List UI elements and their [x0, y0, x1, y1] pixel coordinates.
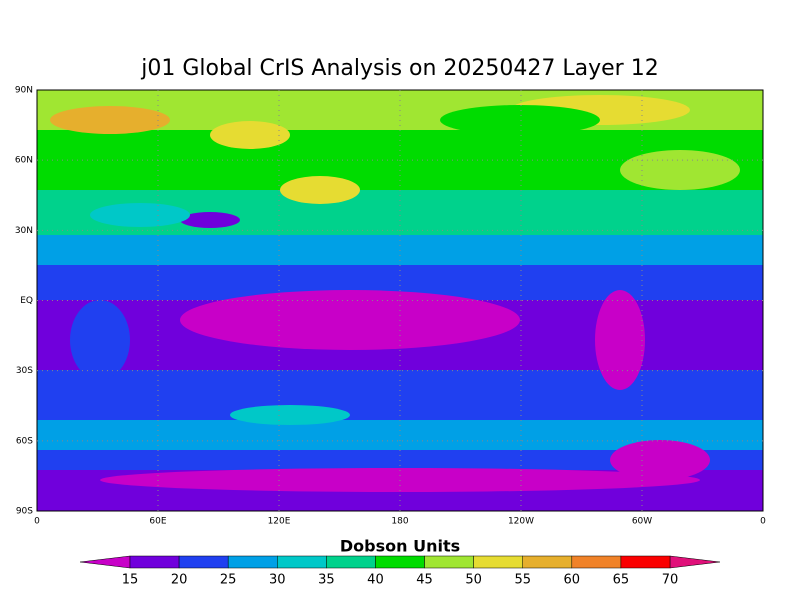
lat-label: 30S [16, 366, 33, 376]
colorbar-low-arrow [79, 555, 131, 569]
colorbar-swatch [326, 555, 376, 569]
colorbar-tick-label: 50 [465, 573, 482, 588]
lat-label: EQ [20, 296, 33, 306]
field-blob [610, 440, 710, 480]
colorbar-swatch [424, 555, 474, 569]
colorbar-swatch [375, 555, 425, 569]
colorbar-swatch [129, 555, 180, 569]
colorbar-high-arrow [669, 555, 721, 569]
lat-label: 90N [15, 86, 33, 96]
colorbar-swatch [571, 555, 622, 569]
lon-label: 0 [34, 517, 40, 527]
colorbar-tick-label: 45 [416, 573, 433, 588]
lon-label: 120E [268, 517, 291, 527]
lon-label: 120W [508, 517, 534, 527]
colorbar-tick-label: 25 [220, 573, 237, 588]
lat-label: 90S [16, 507, 33, 517]
field-blob [440, 105, 600, 135]
lat-label: 60N [15, 156, 33, 166]
lon-label: 60W [632, 517, 652, 527]
colorbar-swatch [277, 555, 327, 569]
field-blob [280, 176, 360, 204]
field-blob [230, 405, 350, 425]
colorbar-swatch [178, 555, 229, 569]
field-blob [595, 290, 645, 390]
colorbar-tick-label: 60 [564, 573, 581, 588]
colorbar-tick-label: 20 [171, 573, 188, 588]
lon-label: 0 [760, 517, 766, 527]
lat-label: 30N [15, 226, 33, 236]
field-blob [180, 290, 520, 350]
field-blob [70, 300, 130, 380]
field-blob [90, 203, 190, 227]
lon-label: 60E [149, 517, 166, 527]
colorbar-tick-label: 70 [662, 573, 679, 588]
lat-label: 60S [16, 436, 33, 446]
colorbar-tick-label: 65 [613, 573, 630, 588]
colorbar-swatch [473, 555, 523, 569]
colorbar-tick-label: 40 [367, 573, 384, 588]
colorbar-label: Dobson Units [340, 537, 460, 556]
colorbar-tick-label: 30 [269, 573, 286, 588]
field-blob [50, 106, 170, 134]
map-title: j01 Global CrIS Analysis on 20250427 Lay… [140, 56, 658, 81]
colorbar-swatch [620, 555, 671, 569]
colorbar-swatch [227, 555, 278, 569]
lon-label: 180 [391, 517, 408, 527]
field-blob [180, 212, 240, 228]
field-blob [60, 150, 180, 190]
colorbar-tick-label: 35 [318, 573, 335, 588]
field-blob [620, 150, 740, 190]
colorbar-tick-label: 15 [122, 573, 139, 588]
field-blob [210, 121, 290, 149]
colorbar-swatch [522, 555, 573, 569]
colorbar-tick-label: 55 [514, 573, 531, 588]
